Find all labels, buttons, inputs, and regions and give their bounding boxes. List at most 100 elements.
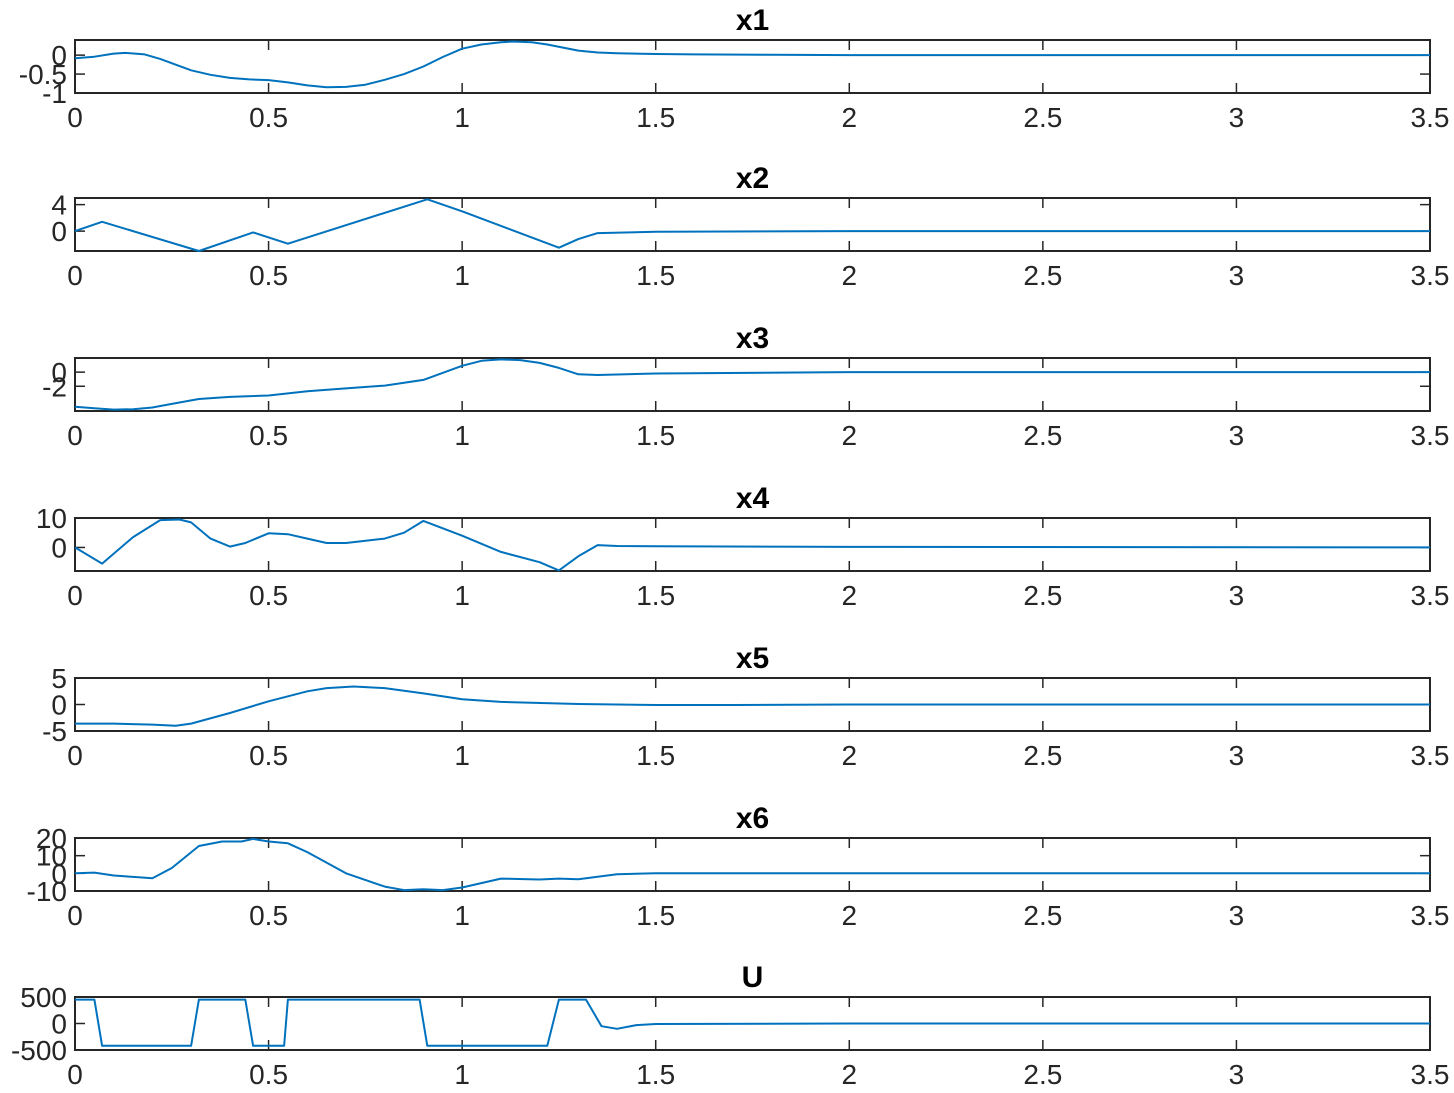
subplot-x3: x3 0 0.5 1 1.5 2 2.5 3 3.5 -20 — [42, 322, 1449, 451]
y-tick-label: 0 — [51, 40, 67, 71]
x-tick-label: 1 — [454, 900, 470, 931]
y-tick-label: -0.5 — [19, 59, 67, 90]
x-tick-label: 3 — [1229, 1059, 1245, 1090]
x-tick-label: 3 — [1229, 580, 1245, 611]
x-tick-label: 0 — [67, 102, 83, 133]
x-tick-label: 2.5 — [1023, 420, 1062, 451]
x-tick-label: 0.5 — [249, 1059, 288, 1090]
y-tick-label: -500 — [11, 1035, 67, 1066]
x-tick-label: 1.5 — [636, 260, 675, 291]
x-tick-label: 1.5 — [636, 420, 675, 451]
y-tick-label: -5 — [42, 716, 67, 747]
y-tick-label: 0 — [51, 216, 67, 247]
y-tick-label: 4 — [51, 190, 67, 221]
x-tick-label: 0.5 — [249, 740, 288, 771]
series-line-x3 — [74, 358, 1430, 411]
y-tick-label: 10 — [36, 503, 67, 534]
x-tick-label: 1.5 — [636, 102, 675, 133]
axes-frame — [74, 357, 1431, 412]
x-tick-label: 2.5 — [1023, 260, 1062, 291]
x-tick-label: 3 — [1229, 740, 1245, 771]
x-tick-label: 3.5 — [1411, 580, 1450, 611]
x-tick-label: 0.5 — [249, 420, 288, 451]
axes-frame — [74, 517, 1431, 572]
subplot-title: x1 — [736, 4, 769, 37]
y-tick-label: -10 — [27, 876, 67, 907]
x-tick-label: 3 — [1229, 900, 1245, 931]
x-tick-label: 1.5 — [636, 900, 675, 931]
x-tick-label: 3.5 — [1411, 260, 1450, 291]
x-tick-label: 2 — [841, 260, 857, 291]
x-tick-label: 3.5 — [1411, 102, 1450, 133]
x-tick-label: 0 — [67, 1059, 83, 1090]
x-tick-label: 0.5 — [249, 580, 288, 611]
y-tick-label: 0 — [51, 1009, 67, 1040]
x-tick-label: 0.5 — [249, 900, 288, 931]
x-tick-label: 2 — [841, 580, 857, 611]
y-tick-label: 0 — [51, 357, 67, 388]
x-tick-label: 2.5 — [1023, 580, 1062, 611]
x-tick-label: 3 — [1229, 420, 1245, 451]
x-tick-label: 1 — [454, 260, 470, 291]
series-line-x2 — [74, 198, 1430, 252]
x-tick-label: 0 — [67, 740, 83, 771]
x-tick-label: 1 — [454, 740, 470, 771]
y-tick-label: 0 — [51, 858, 67, 889]
x-tick-label: 2 — [841, 102, 857, 133]
x-tick-label: 0 — [67, 900, 83, 931]
x-tick-label: 3.5 — [1411, 740, 1450, 771]
subplot-title: x6 — [736, 802, 769, 835]
y-tick-label: 0 — [51, 690, 67, 721]
x-tick-label: 2.5 — [1023, 740, 1062, 771]
series-line-x4 — [74, 518, 1431, 572]
subplot-title: x2 — [736, 162, 769, 195]
x-tick-label: 2 — [841, 900, 857, 931]
x-tick-label: 1 — [454, 420, 470, 451]
x-tick-label: 0.5 — [249, 102, 288, 133]
subplot-x2: x20 0.5 1 1.5 2 2.5 3 3.504 — [51, 162, 1449, 291]
y-tick-label: -2 — [42, 371, 67, 402]
x-tick-label: 2.5 — [1023, 1059, 1062, 1090]
axes-frame — [74, 837, 1431, 892]
x-tick-label: 3.5 — [1411, 1059, 1450, 1090]
series-line-U — [75, 998, 1430, 1047]
x-tick-label: 0.5 — [249, 260, 288, 291]
x-tick-label: 0 — [67, 420, 83, 451]
y-tick-label: -1 — [42, 78, 67, 109]
series-line-x6 — [74, 837, 1430, 892]
x-tick-label: 1.5 — [636, 580, 675, 611]
axes-frame — [74, 39, 1431, 94]
x-tick-label: 0 — [67, 580, 83, 611]
series-line-x1 — [74, 40, 1430, 89]
x-tick-label: 1 — [454, 1059, 470, 1090]
x-tick-label: 2 — [841, 1059, 857, 1090]
x-tick-label: 1.5 — [636, 1059, 675, 1090]
subplot-title: x4 — [736, 482, 770, 515]
subplot-x1: x1 0 0.5 1 1.5 2 2.5 3 3.5 -1-0.50 — [19, 4, 1450, 133]
x-tick-label: 2 — [841, 420, 857, 451]
subplot-title: x3 — [736, 322, 769, 355]
x-tick-label: 1 — [454, 102, 470, 133]
x-tick-label: 3.5 — [1411, 420, 1450, 451]
subplot-title: x5 — [736, 642, 769, 675]
x-tick-label: 2.5 — [1023, 900, 1062, 931]
x-tick-label: 1 — [454, 580, 470, 611]
subplot-title: U — [742, 961, 764, 994]
x-tick-label: 3 — [1229, 102, 1245, 133]
x-tick-label: 3 — [1229, 260, 1245, 291]
x-tick-label: 1.5 — [636, 740, 675, 771]
subplot-x5: x50 0.5 1 1.5 2 2.5 3 3.5-505 — [42, 642, 1449, 771]
x-tick-label: 2 — [841, 740, 857, 771]
y-tick-label: 500 — [20, 982, 67, 1013]
y-tick-label: 0 — [51, 532, 67, 563]
x-tick-label: 0 — [67, 260, 83, 291]
axes-frame — [74, 197, 1431, 252]
y-tick-label: 20 — [36, 823, 67, 854]
series-line-x5 — [75, 685, 1430, 727]
x-tick-label: 3.5 — [1411, 900, 1450, 931]
x-tick-label: 2.5 — [1023, 102, 1062, 133]
